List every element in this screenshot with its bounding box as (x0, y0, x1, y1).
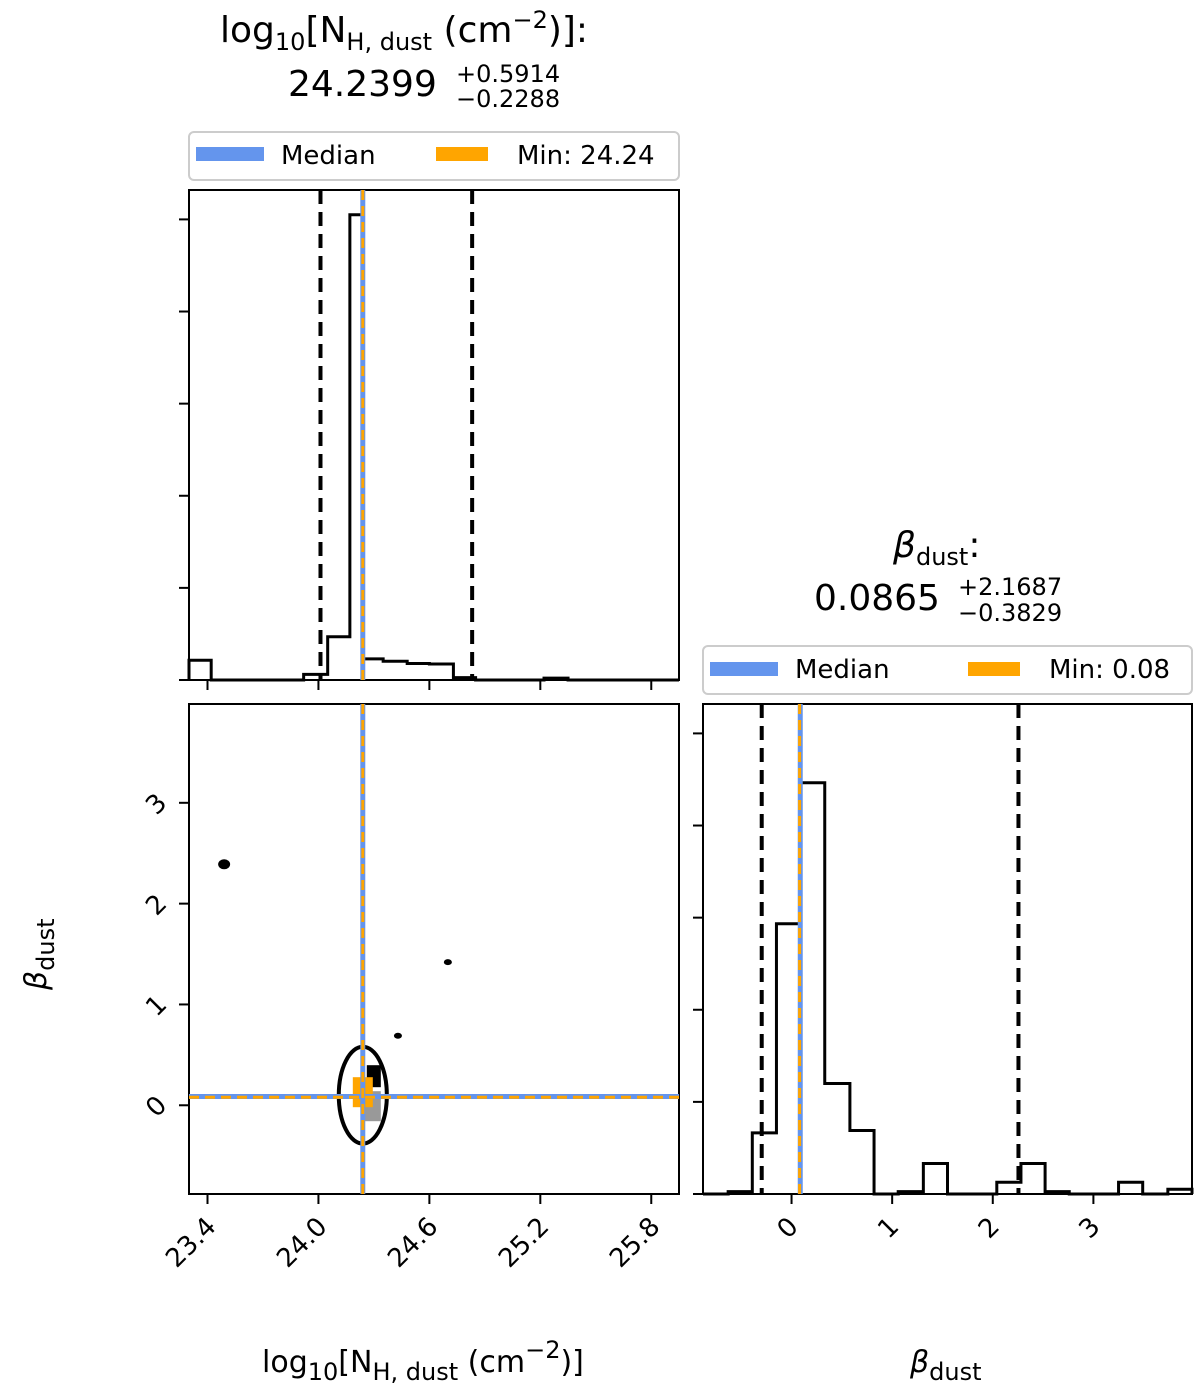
nh-x-tick-label: 25.8 (604, 1212, 666, 1274)
nh-histogram-steps (187, 213, 679, 682)
beta-histogram-lines (759, 704, 1021, 1194)
nh-title-plus: +0.5914 (456, 60, 560, 88)
contour-island (393, 1032, 402, 1039)
beta-histogram-frame (702, 703, 1193, 1195)
beta-histogram-steps (703, 781, 1194, 1196)
beta-title-line1: βdust: (892, 525, 980, 571)
beta-legend-min-swatch (968, 662, 1020, 676)
nh-x-axis-label: log10[NH, dust (cm−2)] (262, 1336, 584, 1386)
beta-y-tick-label: 0 (140, 1090, 173, 1123)
nh-histogram-panel (179, 189, 680, 690)
nh-legend-median-label: Median (281, 141, 376, 171)
beta-x-tick-label: 1 (872, 1212, 905, 1245)
beta-legend-median-swatch (710, 662, 778, 676)
beta-y-axis-label: βdust (19, 918, 60, 991)
contour-island (443, 959, 452, 966)
beta-title-value: 0.0865 (814, 578, 940, 619)
beta-y-tick-label: 1 (140, 990, 173, 1023)
nh-title-value: 24.2399 (288, 64, 437, 105)
beta-title-minus: −0.3829 (958, 599, 1062, 627)
joint-panel: 23.4 24.0 24.6 25.2 25.8 0 1 2 3 (140, 703, 680, 1274)
nh-x-tick-label: 23.4 (160, 1212, 222, 1274)
beta-histogram-panel: 0 1 2 3 (693, 703, 1194, 1245)
nh-legend-min-label: Min: 24.24 (517, 141, 655, 171)
nh-legend-median-swatch (196, 147, 264, 161)
beta-title-plus: +2.1687 (958, 573, 1062, 601)
nh-legend: Median Min: 24.24 (188, 131, 680, 181)
beta-legend-median-label: Median (795, 655, 890, 685)
beta-x-tick-label: 0 (772, 1212, 805, 1245)
nh-x-tick-label: 25.2 (493, 1212, 555, 1274)
beta-legend-frame (702, 645, 1193, 695)
contour-island (218, 859, 231, 870)
beta-legend-min-label: Min: 0.08 (1049, 655, 1170, 685)
nh-title: log10[NH, dust (cm−2)]: 24.2399 +0.5914 … (220, 6, 588, 113)
beta-y-tick-label: 3 (140, 788, 173, 821)
nh-legend-min-swatch (436, 147, 488, 161)
joint-frame (188, 703, 680, 1195)
nh-title-minus: −0.2288 (456, 85, 560, 113)
joint-content (189, 704, 679, 1194)
nh-legend-frame (188, 131, 680, 181)
nh-x-tick-label: 24.0 (271, 1212, 333, 1274)
nh-x-tick-label: 24.6 (382, 1212, 444, 1274)
beta-y-tick-label: 2 (140, 889, 173, 922)
nh-histogram-lines (318, 190, 475, 680)
beta-x-tick-label: 2 (973, 1212, 1006, 1245)
nh-title-line1: log10[NH, dust (cm−2)]: (220, 6, 588, 56)
nh-histogram-frame (188, 189, 680, 681)
beta-legend: Median Min: 0.08 (702, 645, 1193, 695)
nh-histogram-ticks (179, 218, 653, 690)
beta-x-axis-label: βdust (909, 1345, 982, 1386)
beta-title: βdust: 0.0865 +2.1687 −0.3829 (814, 525, 1062, 627)
beta-x-tick-label: 3 (1073, 1212, 1106, 1245)
